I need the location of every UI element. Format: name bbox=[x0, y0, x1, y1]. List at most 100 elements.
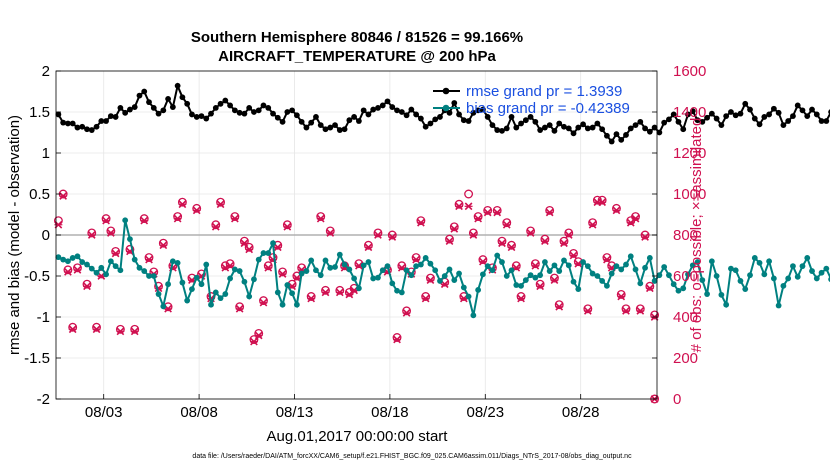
obs-possible-marker bbox=[111, 246, 121, 256]
obs-possible-marker bbox=[373, 228, 383, 238]
bias-series-point bbox=[65, 258, 71, 265]
obs-possible-marker bbox=[144, 253, 154, 262]
rmse-series-point bbox=[74, 124, 81, 131]
bias-series-point bbox=[88, 265, 95, 272]
rmse-series-point bbox=[398, 109, 405, 115]
bias-series-point bbox=[427, 260, 434, 267]
obs-assimilated-marker bbox=[292, 274, 301, 282]
bias-series-point bbox=[231, 266, 238, 273]
obs-possible-marker bbox=[468, 228, 478, 238]
obs-possible-marker bbox=[278, 267, 288, 277]
bias-series-point bbox=[403, 267, 410, 274]
rmse-series-point bbox=[580, 121, 586, 128]
rmse-series-point bbox=[522, 117, 529, 124]
bias-series-point bbox=[293, 301, 300, 308]
obs-possible-marker bbox=[583, 304, 593, 314]
obs-assimilated-marker bbox=[87, 231, 96, 239]
obs-possible-marker bbox=[478, 255, 488, 265]
rmse-series-point bbox=[303, 124, 310, 131]
bias-series-point bbox=[203, 261, 210, 268]
rmse-series bbox=[55, 82, 830, 145]
data-file-footer: data file: /Users/raeder/DAI/ATM_forcXX/… bbox=[192, 453, 632, 460]
obs-assimilated-marker bbox=[73, 265, 82, 274]
bias-series-point bbox=[780, 282, 787, 289]
obs-possible-marker bbox=[530, 259, 540, 269]
rmse-series-point bbox=[122, 109, 129, 116]
bias-series-point bbox=[189, 286, 195, 293]
obs-assimilated-marker bbox=[426, 276, 435, 284]
obs-possible-marker bbox=[535, 279, 545, 289]
rmse-series-point bbox=[570, 130, 577, 137]
rmse-series-point bbox=[480, 106, 486, 113]
rmse-series-point bbox=[255, 107, 262, 114]
rmse-series-point bbox=[93, 123, 100, 130]
rmse-series-point bbox=[718, 122, 725, 129]
x-tick-label: 08/23 bbox=[467, 404, 505, 421]
rmse-series-point bbox=[584, 125, 591, 132]
obs-assimilated-marker bbox=[507, 243, 516, 252]
obs-assimilated-marker bbox=[240, 239, 249, 248]
obs-possible-marker bbox=[645, 281, 655, 291]
obs-possible-marker bbox=[464, 189, 474, 199]
obs-possible-marker bbox=[306, 292, 316, 301]
rmse-series-point bbox=[112, 114, 119, 120]
obs-assimilated-marker bbox=[374, 231, 382, 239]
obs-possible-marker bbox=[63, 265, 73, 275]
bias-series-point bbox=[184, 297, 191, 304]
bias-series-point bbox=[823, 265, 830, 272]
rmse-series-point bbox=[127, 106, 133, 113]
y-left-tick-label: 1 bbox=[42, 145, 50, 162]
bias-series-point bbox=[809, 268, 815, 274]
obs-possible-marker bbox=[130, 324, 140, 334]
bias-series-point bbox=[355, 285, 362, 292]
obs-possible-marker bbox=[192, 203, 202, 213]
rmse-series-point bbox=[465, 118, 472, 124]
bias-series-point bbox=[408, 272, 415, 279]
rmse-series-point bbox=[160, 107, 167, 114]
y-axis-label-right: # of obs: o=possible; ×=assimilated bbox=[688, 118, 705, 353]
obs-possible-marker bbox=[158, 238, 168, 248]
bias-series-point bbox=[770, 275, 777, 282]
bias-series-point bbox=[103, 271, 109, 278]
rmse-series-point bbox=[179, 94, 186, 101]
obs-assimilated-marker bbox=[598, 198, 607, 207]
bias-series-point bbox=[761, 271, 768, 278]
obs-possible-marker bbox=[101, 214, 111, 224]
rmse-series-point bbox=[131, 104, 138, 110]
bias-series-point bbox=[222, 291, 229, 297]
x-tick-label: 08/18 bbox=[371, 404, 409, 421]
obs-possible-marker bbox=[631, 212, 640, 221]
rmse-series-point bbox=[169, 104, 176, 110]
bias-series-point bbox=[107, 258, 114, 265]
y-right-tick-label: 1200 bbox=[673, 145, 706, 162]
obs-assimilated-marker bbox=[68, 325, 77, 334]
bias-series-point bbox=[627, 253, 634, 260]
bias-series-point bbox=[441, 273, 448, 279]
obs-possible-marker bbox=[211, 220, 221, 230]
obs-assimilated-marker bbox=[235, 304, 244, 313]
bias-series-point bbox=[246, 293, 253, 300]
rmse-series-point bbox=[708, 110, 715, 117]
bias-series-point bbox=[785, 275, 792, 282]
bias-series-point bbox=[584, 263, 591, 270]
bias-series-point bbox=[723, 301, 730, 308]
bias-series-point bbox=[255, 256, 262, 263]
rmse-series-point bbox=[198, 113, 205, 119]
bias-series-point bbox=[623, 261, 629, 268]
obs-assimilated-marker bbox=[249, 337, 258, 346]
obs-possible-marker bbox=[239, 236, 249, 246]
obs-assimilated-marker bbox=[335, 288, 344, 297]
obs-possible-marker bbox=[602, 253, 612, 262]
bias-series-point bbox=[227, 275, 233, 282]
obs-assimilated-marker bbox=[364, 243, 373, 252]
bias-series-point bbox=[398, 289, 405, 296]
obs-possible-marker bbox=[502, 218, 512, 228]
rmse-series-point bbox=[203, 115, 210, 122]
obs-assimilated-marker bbox=[111, 249, 120, 258]
bias-series-point bbox=[546, 268, 553, 274]
bias-series-point bbox=[666, 272, 672, 279]
rmse-series-point bbox=[103, 118, 109, 124]
obs-possible-marker bbox=[588, 218, 598, 228]
rmse-series-point bbox=[241, 110, 248, 117]
obs-possible-marker bbox=[612, 203, 621, 213]
